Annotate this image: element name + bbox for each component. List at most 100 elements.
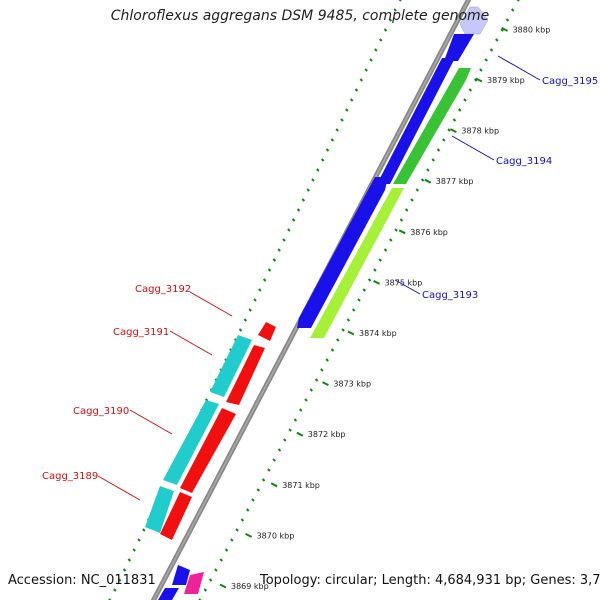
gene-cagg-3192[interactable] [258, 322, 276, 341]
minor-tick-left [122, 568, 127, 572]
minor-tick-left [393, 8, 397, 12]
minor-tick-right [479, 68, 483, 72]
minor-tick-left [262, 278, 267, 282]
minor-tick-left [142, 528, 146, 532]
label-cagg-3191[interactable]: Cagg_3191 [113, 327, 169, 338]
minor-tick-right [362, 288, 367, 292]
tick-label: 3871 kbp [282, 481, 320, 490]
minor-tick-left [301, 198, 306, 202]
minor-tick-left [359, 78, 364, 82]
minor-tick-right [341, 328, 345, 332]
minor-tick-left [243, 318, 248, 322]
tick-label: 3877 kbp [436, 177, 474, 186]
minor-tick-right [484, 58, 488, 62]
minor-tick-left [291, 218, 296, 222]
minor-tick-left [364, 68, 368, 72]
minor-tick-left [282, 238, 286, 242]
minor-tick-left [320, 158, 325, 162]
minor-tick-left [253, 298, 257, 302]
minor-tick-right [378, 258, 382, 262]
minor-tick-right [198, 598, 202, 600]
gene-forward-bottom[interactable] [172, 565, 190, 585]
tick-mark [321, 381, 329, 386]
minor-tick-right [415, 188, 420, 192]
minor-tick-right [510, 8, 515, 12]
minor-tick-left [369, 58, 373, 62]
label-cagg-3193[interactable]: Cagg_3193 [422, 290, 478, 301]
minor-tick-left [316, 168, 320, 172]
minor-tick-right [431, 158, 435, 162]
tick-label: 3876 kbp [410, 228, 448, 237]
minor-tick-left [354, 88, 359, 92]
minor-tick-right [214, 568, 218, 572]
tick-label: 3873 kbp [333, 380, 371, 389]
gene-forward-long-1[interactable] [377, 58, 455, 184]
tick-mark [296, 431, 304, 437]
gene-cagg-3189-cyan[interactable] [145, 486, 174, 533]
tick-mark [270, 482, 278, 488]
gene-cagg-3195[interactable] [444, 34, 474, 61]
minor-tick-right [240, 518, 245, 522]
gene-magenta[interactable] [184, 572, 204, 594]
minor-tick-right [288, 428, 292, 432]
minor-tick-right [436, 148, 441, 152]
minor-tick-right [442, 138, 446, 142]
minor-tick-left [267, 268, 272, 272]
accession-text: Accession: NC_011831 [8, 573, 156, 588]
gene-cagg-3195-light[interactable] [459, 6, 489, 35]
label-cagg-3195[interactable]: Cagg_3195 [542, 76, 598, 87]
gene-cagg-3193[interactable] [310, 188, 404, 338]
minor-tick-left [137, 538, 141, 542]
minor-tick-right [277, 448, 282, 452]
tick-mark [347, 330, 355, 336]
minor-tick-right [457, 108, 462, 112]
minor-tick-right [336, 338, 340, 342]
minor-tick-right [373, 268, 377, 272]
minor-tick-right [219, 558, 223, 562]
label-cagg-3189[interactable]: Cagg_3189 [42, 471, 98, 482]
minor-tick-right [410, 198, 414, 202]
label-cagg-3194[interactable]: Cagg_3194 [496, 156, 552, 167]
tick-label: 3880 kbp [513, 25, 551, 34]
minor-tick-right [203, 588, 208, 592]
minor-tick-right [452, 118, 457, 122]
minor-tick-right [320, 368, 324, 372]
minor-tick-right [420, 178, 425, 182]
minor-tick-right [235, 528, 239, 532]
label-leaders [97, 55, 541, 501]
minor-tick-right [208, 578, 213, 582]
tick-label: 3878 kbp [461, 127, 499, 136]
gene-cagg-3190-cyan[interactable] [163, 400, 219, 485]
tick-label: 3872 kbp [308, 430, 346, 439]
gene-cagg-3194[interactable] [393, 68, 471, 184]
minor-tick-left [330, 138, 335, 142]
gene-cagg-3190[interactable] [180, 408, 236, 493]
minor-tick-left [345, 108, 349, 112]
minor-tick-left [311, 178, 315, 182]
gene-forward-bottom-2[interactable] [158, 588, 179, 600]
minor-tick-right [473, 78, 478, 82]
minor-tick-right [309, 388, 314, 392]
minor-tick-left [258, 288, 262, 292]
minor-tick-right [314, 378, 319, 382]
minor-tick-right [463, 98, 467, 102]
label-cagg-3192[interactable]: Cagg_3192 [135, 284, 191, 295]
minor-tick-right [298, 408, 303, 412]
minor-tick-right [404, 208, 409, 212]
tick-label: 3875 kbp [385, 278, 423, 287]
minor-tick-right [272, 458, 276, 462]
minor-tick-left [296, 208, 301, 212]
label-cagg-3190[interactable]: Cagg_3190 [73, 406, 129, 417]
gene-cagg-3189[interactable] [160, 492, 192, 540]
minor-tick-right [357, 298, 361, 302]
scale-ticks: 3869 kbp 3870 kbp 3871 kbp 3872 kbp 3873 kbp… [219, 25, 551, 591]
tick-mark [219, 583, 227, 589]
gene-cagg-3191[interactable] [226, 345, 265, 405]
gene-forward-long-2[interactable] [297, 177, 388, 328]
minor-tick-left [335, 128, 339, 132]
minor-tick-right [500, 28, 504, 32]
gene-cagg-3191-cyan[interactable] [210, 335, 252, 397]
tick-mark [501, 27, 509, 32]
minor-tick-right [293, 418, 298, 422]
tick-label: 3879 kbp [487, 76, 525, 85]
